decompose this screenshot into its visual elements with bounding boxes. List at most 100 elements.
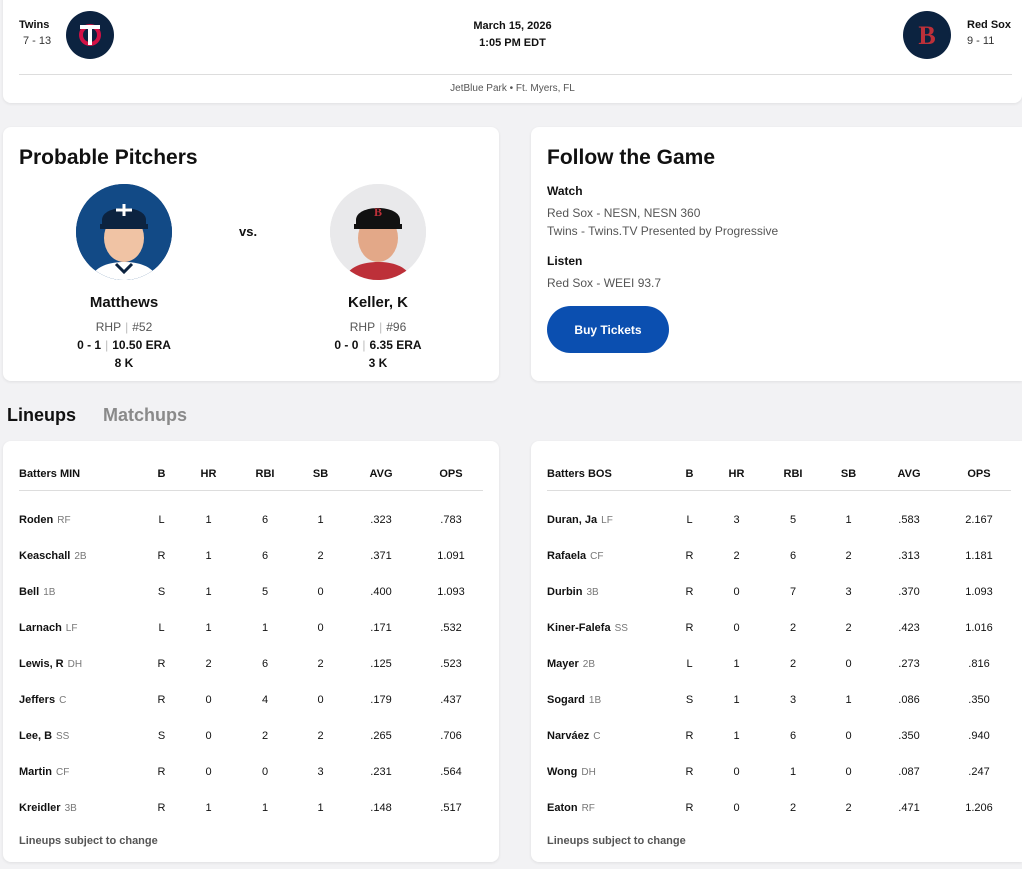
batter-name[interactable]: Eaton <box>547 802 578 814</box>
stat-hr: 0 <box>733 802 740 814</box>
batter-name[interactable]: Sogard <box>547 694 585 706</box>
red-sox-logo-icon[interactable]: B <box>903 11 951 59</box>
pitcher-number: #52 <box>132 320 153 334</box>
home-team-name[interactable]: Red Sox <box>967 19 1012 31</box>
stat-b: R <box>157 658 166 670</box>
twins-logo-icon[interactable] <box>66 11 114 59</box>
pitcher-record: 0 - 0 <box>334 338 359 352</box>
column-header[interactable]: AVG <box>343 459 419 491</box>
stat-avg: .179 <box>370 694 392 706</box>
batter-name[interactable]: Larnach <box>19 622 62 634</box>
stat-ops: .706 <box>440 730 462 742</box>
stat-avg: .350 <box>898 730 920 742</box>
batter-name[interactable]: Lewis, R <box>19 658 64 670</box>
buy-tickets-button[interactable]: Buy Tickets <box>547 306 669 353</box>
watch-label: Watch <box>547 184 583 198</box>
batter-name[interactable]: Keaschall <box>19 550 71 562</box>
batter-name[interactable]: Narváez <box>547 730 590 742</box>
avatar[interactable] <box>76 184 172 280</box>
stat-ops: 1.181 <box>965 550 993 562</box>
column-header[interactable]: RBI <box>232 459 298 491</box>
column-header[interactable]: RBI <box>760 459 826 491</box>
batter-cell: Durbin 3B <box>547 574 666 610</box>
home-pitcher[interactable]: B Keller, K RHP | #96 0 - 0 | 6.35 ERA 3 K <box>298 184 458 370</box>
batter-name[interactable]: Rafaela <box>547 550 587 562</box>
tab-matchups[interactable]: Matchups <box>103 405 188 425</box>
stat-hr: 0 <box>733 766 740 778</box>
batter-cell: Sogard 1B <box>547 682 666 718</box>
stat-rbi: 4 <box>261 694 269 706</box>
stat-hr: 1 <box>205 550 212 562</box>
stat-b: L <box>686 514 693 527</box>
stat-rbi: 6 <box>261 658 269 670</box>
batter-cell: Mayer 2B <box>547 646 666 682</box>
stat-hr: 1 <box>733 658 740 670</box>
column-header[interactable]: HR <box>713 459 760 491</box>
column-header[interactable]: B <box>666 459 713 491</box>
batter-name[interactable]: Martin <box>19 766 52 778</box>
lineup-table-min: Batters MIN B HR RBI SB AVG OPS Roden RF L… <box>19 459 483 826</box>
stat-rbi: 5 <box>261 586 269 598</box>
stat-avg: .313 <box>898 550 920 562</box>
batter-name[interactable]: Roden <box>19 514 54 527</box>
stat-avg: .583 <box>898 514 920 527</box>
column-header[interactable]: OPS <box>419 459 483 491</box>
table-row: Roden RF L 1 6 1 .323 .783 <box>19 490 483 538</box>
stat-avg: .370 <box>898 586 920 598</box>
column-header: Batters BOS <box>547 459 666 491</box>
batter-position: DH <box>67 659 83 670</box>
batter-name[interactable]: Wong <box>547 766 578 778</box>
batter-name[interactable]: Mayer <box>547 658 579 670</box>
table-row: Lewis, R DH R 2 6 2 .125 .523 <box>19 646 483 682</box>
stat-rbi: 2 <box>789 658 797 670</box>
table-row: Kiner-Falefa SS R 0 2 2 .423 1.016 <box>547 610 1011 646</box>
stat-ops: .783 <box>440 514 462 527</box>
column-header[interactable]: HR <box>185 459 232 491</box>
stat-avg: .273 <box>898 658 920 670</box>
game-header: Twins 7 - 13 March 15, 2026 1:05 PM EDT … <box>3 0 1022 103</box>
stat-b: L <box>158 622 165 634</box>
batter-cell: Larnach LF <box>19 610 138 646</box>
stat-b: R <box>157 766 166 778</box>
pitcher-name[interactable]: Keller, K <box>347 294 409 311</box>
column-header[interactable]: AVG <box>871 459 947 491</box>
batter-name[interactable]: Lee, B <box>19 730 53 742</box>
batter-name[interactable]: Durbin <box>547 586 583 598</box>
batter-cell: Eaton RF <box>547 790 666 826</box>
batter-name[interactable]: Kreidler <box>19 802 61 814</box>
stat-avg: .323 <box>370 514 392 527</box>
table-row: Sogard 1B S 1 3 1 .086 .350 <box>547 682 1011 718</box>
table-row: Keaschall 2B R 1 6 2 .371 1.091 <box>19 538 483 574</box>
table-header-row: Batters BOS B HR RBI SB AVG OPS <box>547 459 1011 491</box>
avatar[interactable]: B <box>330 184 426 280</box>
stat-rbi: 6 <box>261 550 269 562</box>
stat-b: R <box>685 802 694 814</box>
lineup-note: Lineups subject to change <box>19 835 158 847</box>
batter-cell: Jeffers C <box>19 682 138 718</box>
table-header-row: Batters MIN B HR RBI SB AVG OPS <box>19 459 483 491</box>
tab-lineups[interactable]: Lineups <box>7 405 77 425</box>
stat-hr: 1 <box>205 586 212 598</box>
home-team-record: 9 - 11 <box>967 35 995 47</box>
away-pitcher[interactable]: Matthews RHP | #52 0 - 1 | 10.50 ERA 8 K <box>44 184 204 370</box>
stat-avg: .400 <box>370 586 392 598</box>
batter-name[interactable]: Kiner-Falefa <box>547 622 611 634</box>
table-row: Lee, B SS S 0 2 2.265.706 <box>19 718 483 754</box>
batter-name[interactable]: Jeffers <box>19 694 56 706</box>
batter-cell: Narváez C <box>547 718 666 754</box>
column-header[interactable]: SB <box>298 459 343 491</box>
batter-name[interactable]: Bell <box>19 586 40 598</box>
stat-sb: 2 <box>845 802 852 814</box>
away-team-name[interactable]: Twins <box>19 19 50 31</box>
stat-ops: .532 <box>440 622 462 634</box>
column-header[interactable]: OPS <box>947 459 1011 491</box>
table-row: Mayer 2B L 1 2 0 .273 .816 <box>547 646 1011 682</box>
pitcher-name[interactable]: Matthews <box>89 294 159 311</box>
batter-name[interactable]: Duran, Ja <box>547 514 598 527</box>
lineup-note: Lineups subject to change <box>547 835 686 847</box>
pitcher-strikeouts: 8 K <box>114 356 134 370</box>
column-header[interactable]: SB <box>826 459 871 491</box>
column-header[interactable]: B <box>138 459 185 491</box>
svg-text:B: B <box>918 21 935 50</box>
follow-the-game-card: Follow the Game Watch Red Sox - NESN, NE… <box>531 127 1022 381</box>
